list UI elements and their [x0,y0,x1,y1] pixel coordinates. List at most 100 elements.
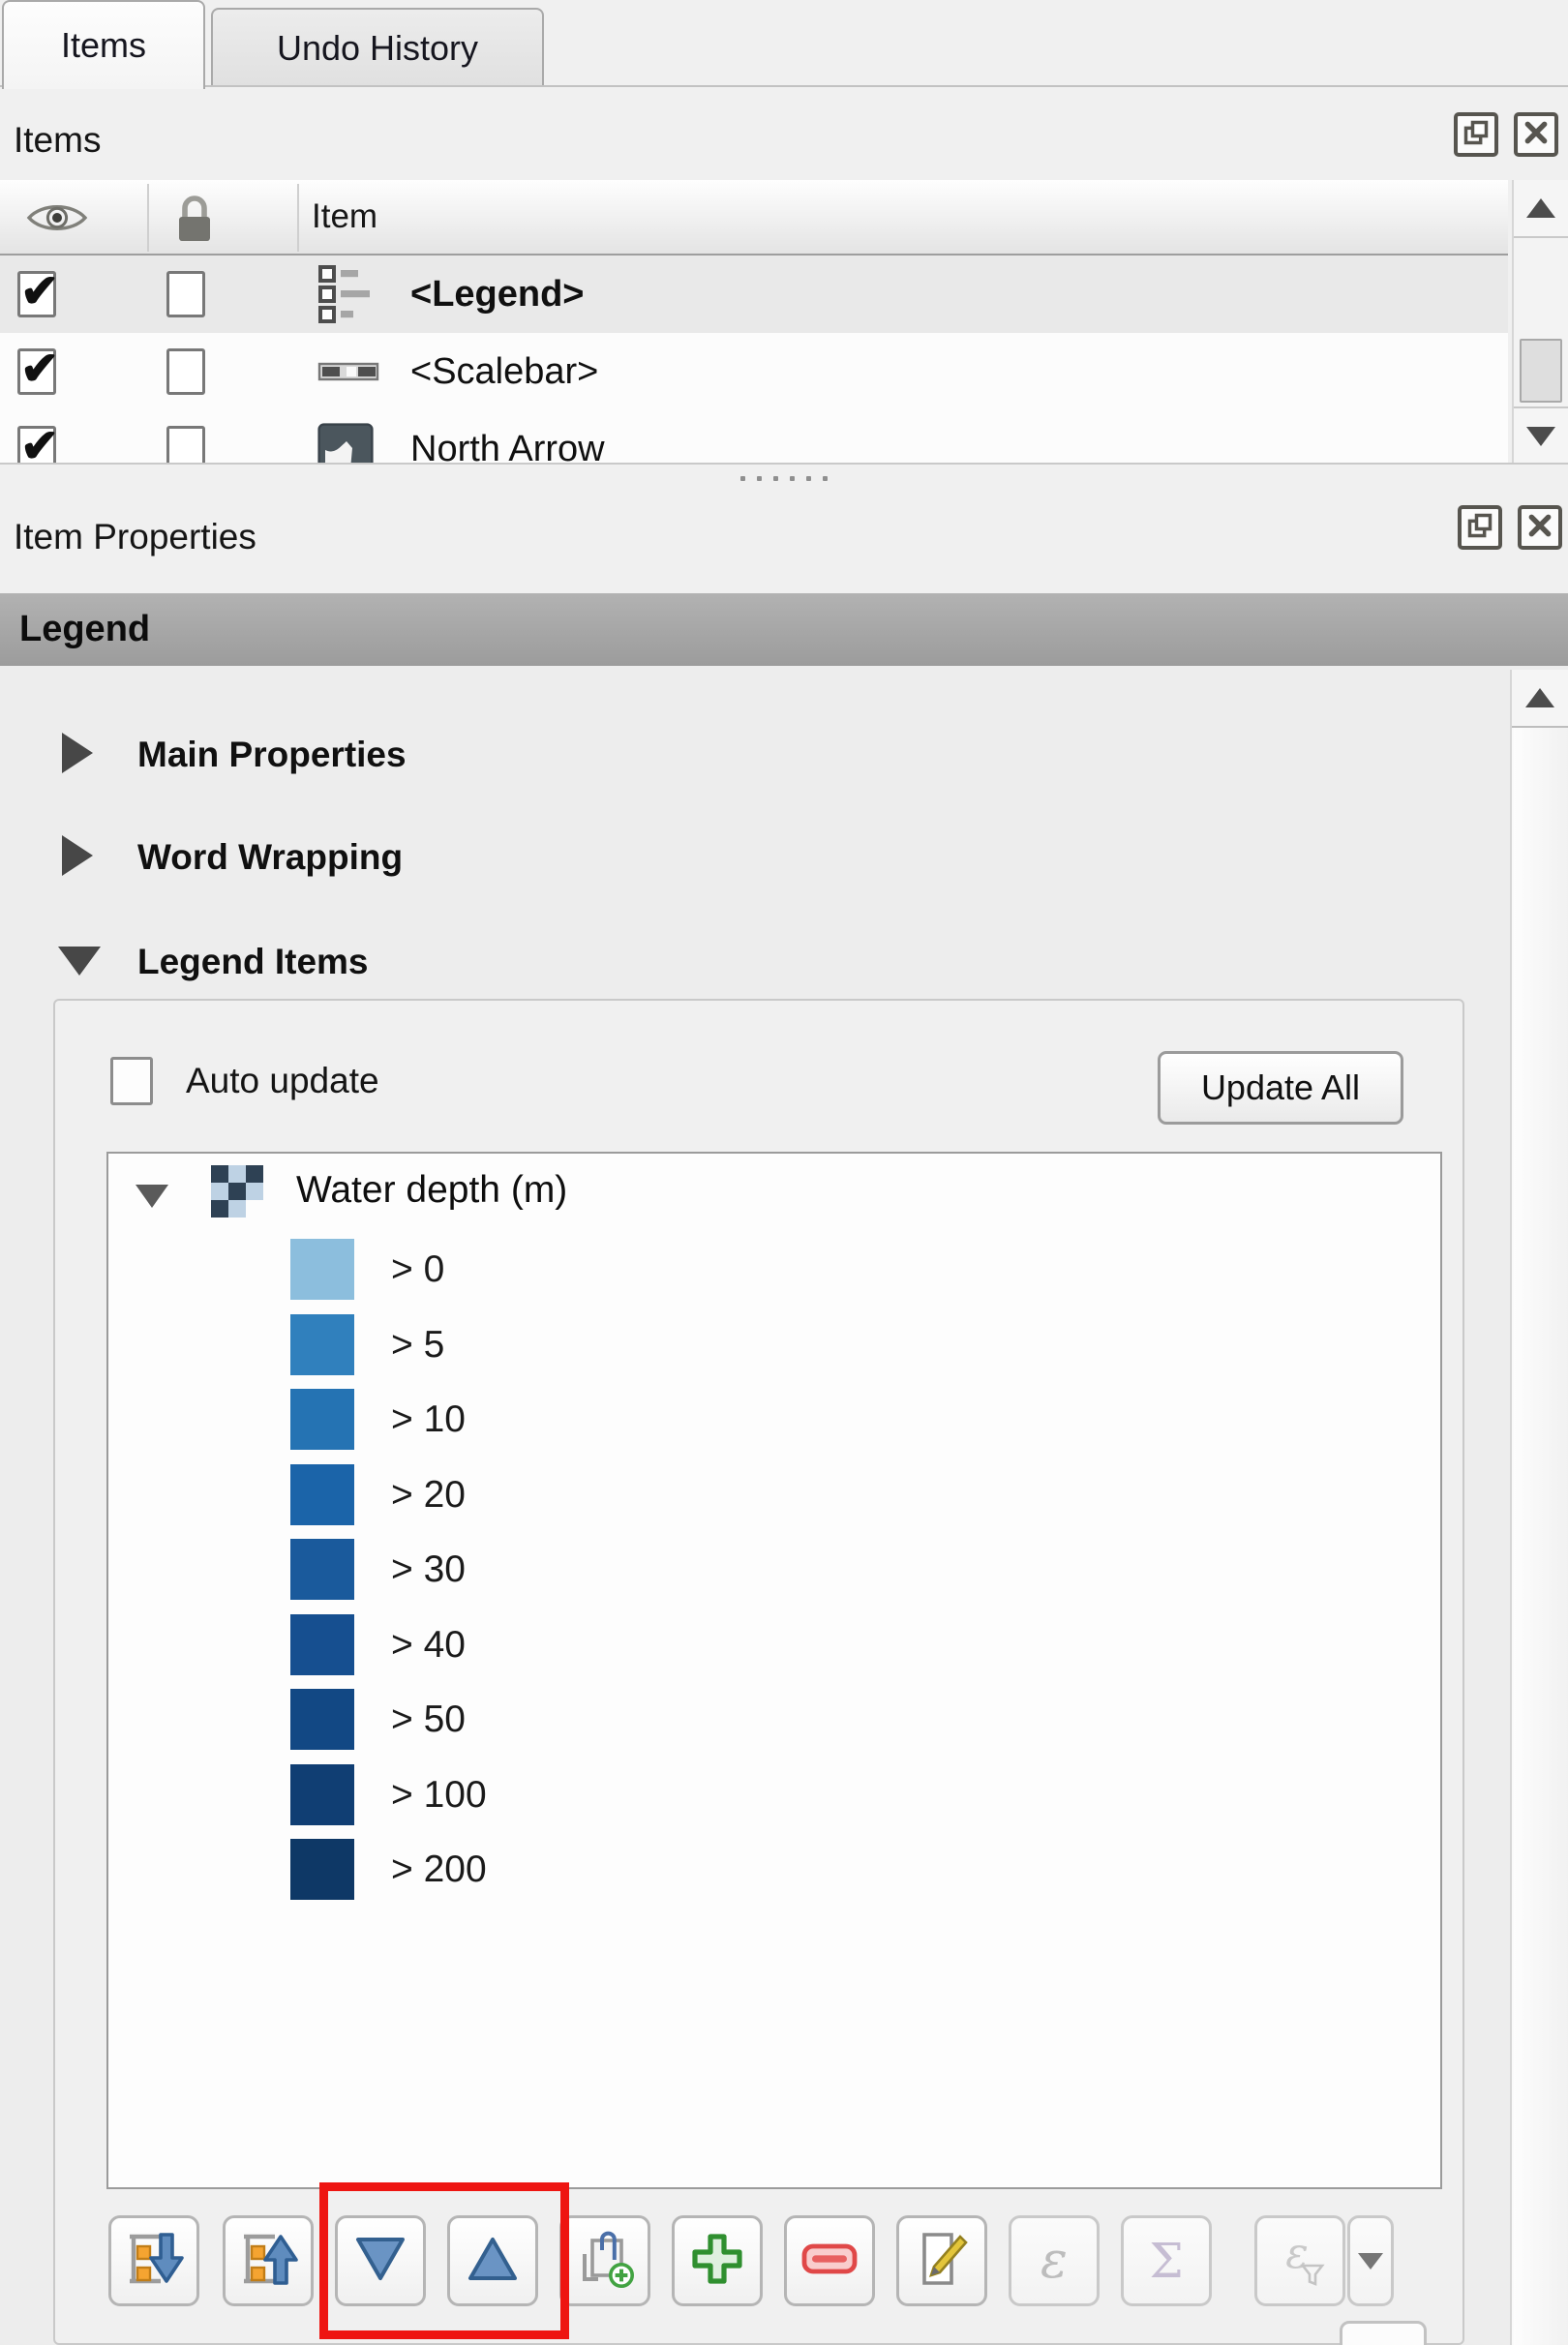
remove-item-button[interactable] [784,2215,875,2306]
auto-update-checkbox[interactable] [110,1057,153,1105]
triangle-down-button[interactable] [335,2215,426,2306]
legend-class-swatch[interactable] [290,1539,354,1600]
item-properties-scrollbar[interactable] [1510,670,1568,2345]
tree-root-label[interactable]: Water depth (m) [296,1169,568,1211]
copy-item-icon [575,2229,635,2294]
legend-class-swatch[interactable] [290,1314,354,1375]
legend-class-swatch[interactable] [290,1464,354,1525]
scroll-up-button[interactable] [1514,180,1568,238]
filter-funnel-icon [1300,2263,1325,2293]
item-column-header: Item [312,197,378,235]
item-label: North Arrow [410,429,605,463]
edit-item-button[interactable] [896,2215,987,2306]
scroll-down-button[interactable] [1514,406,1568,465]
section-legend-items[interactable]: Legend Items [137,942,369,981]
items-table-header: Item [0,180,1508,256]
items-table: Item <Legend> [0,180,1508,463]
scroll-up-button[interactable] [1512,670,1568,728]
legend-class-label[interactable]: > 30 [391,1548,466,1590]
legend-item-icon [317,256,377,333]
visibility-checkbox[interactable] [17,342,59,396]
move-item-up-icon [238,2229,298,2294]
legend-class-label[interactable]: > 100 [391,1774,487,1816]
legend-class-label[interactable]: > 200 [391,1849,487,1890]
north-arrow-item-icon [317,410,374,463]
legend-class-label[interactable]: > 20 [391,1474,466,1516]
dropdown-arrow-icon [1358,2252,1383,2270]
expression-icon: ε [1040,2232,1068,2290]
arrow-down-icon [1526,427,1555,446]
items-close-button[interactable] [1514,112,1558,157]
remove-item-icon [801,2243,858,2279]
column-divider [297,184,299,252]
item-properties-close-button[interactable] [1518,505,1562,550]
lock-checkbox[interactable] [166,348,205,395]
table-row-scalebar[interactable]: <Scalebar> [0,333,1508,410]
table-row-north-arrow[interactable]: North Arrow [0,410,1508,463]
scrollbar-thumb[interactable] [1520,339,1562,403]
visibility-checkbox[interactable] [17,264,59,318]
eye-icon [25,197,89,243]
auto-update-label: Auto update [186,1061,379,1100]
legend-class-label[interactable]: > 10 [391,1398,466,1440]
update-all-label: Update All [1200,1067,1361,1107]
collapse-arrow-icon[interactable] [62,835,93,876]
move-item-down-button[interactable] [108,2215,199,2306]
float-panel-icon [1466,512,1493,544]
close-panel-icon [1523,120,1549,150]
tab-items-label: Items [60,25,146,65]
sum-button[interactable]: Σ [1121,2215,1212,2306]
item-label: <Legend> [410,274,585,315]
scrollbar-thumb[interactable] [1514,728,1568,2345]
selected-item-bar: Legend [0,593,1568,666]
lock-checkbox[interactable] [166,271,205,317]
move-item-up-button[interactable] [223,2215,314,2306]
add-item-button[interactable] [672,2215,763,2306]
legend-class-label[interactable]: > 5 [391,1324,445,1366]
item-properties-title: Item Properties [14,517,256,556]
expand-arrow-icon[interactable] [58,947,101,976]
legend-class-swatch[interactable] [290,1239,354,1300]
legend-class-swatch[interactable] [290,1764,354,1825]
item-properties-float-button[interactable] [1458,505,1502,550]
tree-expand-arrow-icon[interactable] [136,1185,168,1208]
move-item-down-icon [124,2229,184,2294]
copy-item-button[interactable] [559,2215,650,2306]
section-word-wrapping[interactable]: Word Wrapping [137,837,404,877]
update-all-button[interactable]: Update All [1158,1051,1403,1125]
tab-undo-history[interactable]: Undo History [211,8,544,87]
collapse-arrow-icon[interactable] [62,733,93,773]
column-divider [147,184,149,252]
triangle-down-icon [353,2235,407,2288]
triangle-up-button[interactable] [447,2215,538,2306]
legend-class-label[interactable]: > 0 [391,1248,445,1290]
item-label: <Scalebar> [410,351,599,392]
items-float-button[interactable] [1454,112,1498,157]
tab-items[interactable]: Items [2,0,205,89]
legend-class-label[interactable]: > 50 [391,1699,466,1740]
lock-checkbox[interactable] [166,426,205,463]
triangle-up-icon [466,2235,520,2288]
selected-item-label: Legend [19,609,151,649]
add-item-icon [689,2231,745,2292]
legend-class-label[interactable]: > 40 [391,1624,466,1666]
edit-item-icon [913,2230,971,2293]
items-panel-title: Items [14,120,102,160]
visibility-checkbox[interactable] [17,419,59,463]
filter-dropdown-button[interactable] [1347,2215,1394,2306]
items-scrollbar[interactable] [1512,180,1568,465]
table-row-legend[interactable]: <Legend> [0,256,1508,333]
panel-divider [0,463,1568,465]
legend-class-swatch[interactable] [290,1839,354,1900]
section-main-properties[interactable]: Main Properties [137,735,407,774]
expression-button[interactable]: ε [1009,2215,1100,2306]
legend-class-swatch[interactable] [290,1689,354,1750]
legend-class-swatch[interactable] [290,1614,354,1675]
partial-button[interactable] [1340,2321,1427,2345]
filter-expression-button[interactable]: ε [1254,2215,1345,2306]
panel-splitter-handle[interactable] [716,472,852,484]
scalebar-item-icon [317,333,379,410]
legend-class-swatch[interactable] [290,1389,354,1450]
close-panel-icon [1527,513,1553,543]
